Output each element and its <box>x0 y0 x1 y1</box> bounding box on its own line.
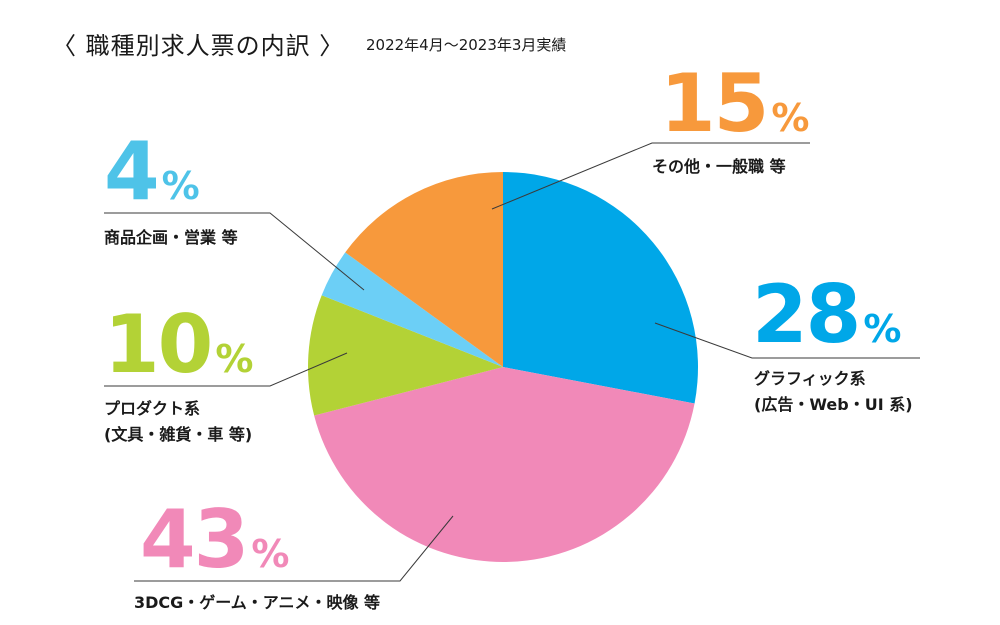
chart-period: 2022年4月〜2023年3月実績 <box>366 36 567 54</box>
slice-value: 15 <box>660 57 769 150</box>
slice-percent-planning: 4% <box>104 132 200 212</box>
slice-label-line1: グラフィック系 <box>754 369 866 388</box>
slice-3dcg <box>314 367 695 563</box>
slice-value: 28 <box>752 268 861 361</box>
leader-line <box>491 142 810 210</box>
slice-label-planning: 商品企画・営業 等 <box>104 225 238 251</box>
slice-percent-graphic: 28% <box>752 275 901 355</box>
leader-line <box>654 322 920 359</box>
slice-label-line1: 商品企画・営業 等 <box>104 228 238 247</box>
slice-percent-3dcg: 43% <box>140 500 289 580</box>
percent-sign: % <box>215 337 254 381</box>
slice-value: 4 <box>104 125 160 218</box>
leader-line <box>104 352 348 387</box>
leader-line <box>134 515 454 582</box>
slice-label-graphic: グラフィック系 (広告・Web・UI 系) <box>754 366 913 418</box>
slice-label-line1: その他・一般職 等 <box>652 157 786 176</box>
percent-sign: % <box>863 307 902 351</box>
slice-label-product: プロダクト系 (文具・雑貨・車 等) <box>104 396 252 448</box>
slice-label-line1: 3DCG・ゲーム・アニメ・映像 等 <box>134 593 381 612</box>
slice-label-line2: (広告・Web・UI 系) <box>754 395 913 414</box>
slice-percent-product: 10% <box>104 305 253 385</box>
slice-label-line1: プロダクト系 <box>104 399 201 418</box>
slice-label-3dcg: 3DCG・ゲーム・アニメ・映像 等 <box>134 590 380 616</box>
percent-sign: % <box>251 532 290 576</box>
slice-label-other: その他・一般職 等 <box>652 154 786 180</box>
slice-planning <box>321 252 503 367</box>
percent-sign: % <box>161 164 200 208</box>
slice-product <box>308 295 503 416</box>
percent-sign: % <box>771 96 810 140</box>
slice-value: 10 <box>104 298 213 391</box>
chart-title: 〈 職種別求人票の内訳 〉 <box>52 32 345 60</box>
slice-percent-other: 15% <box>660 64 809 144</box>
slice-graphic <box>503 172 698 404</box>
slice-other <box>345 172 503 367</box>
slice-value: 43 <box>140 493 249 586</box>
slice-label-line2: (文具・雑貨・車 等) <box>104 425 253 444</box>
leader-line <box>104 212 365 291</box>
